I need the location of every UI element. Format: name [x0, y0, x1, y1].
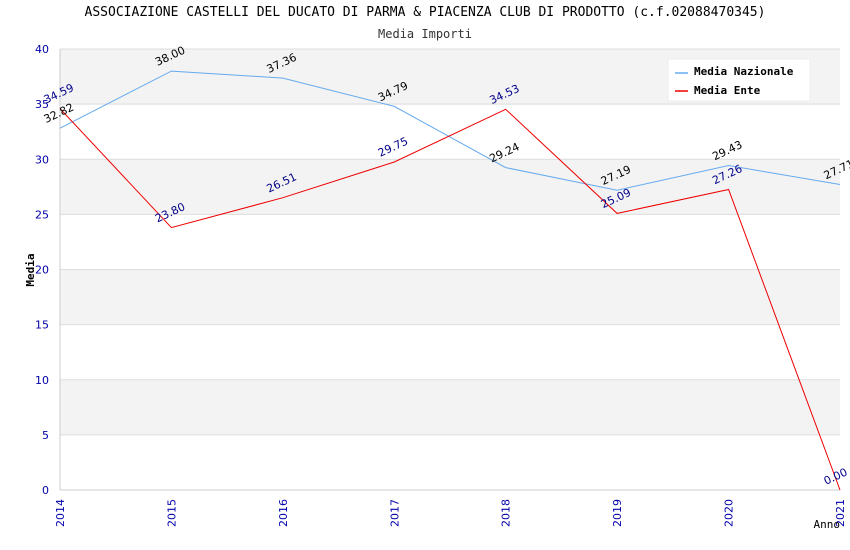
y-axis-label: Media — [24, 253, 37, 286]
x-tick-labels: 2014 2015 2016 2017 2018 2019 2020 2021 — [54, 499, 847, 527]
y-tick-label: 15 — [35, 319, 49, 332]
x-tick-label: 2016 — [277, 499, 290, 527]
series-line-media-ente — [59, 108, 841, 491]
x-tick-label: 2018 — [500, 499, 513, 527]
x-tick-label: 2017 — [388, 499, 401, 527]
y-tick-label: 30 — [35, 153, 49, 166]
y-tick-label: 10 — [35, 374, 49, 387]
grid-band — [60, 159, 840, 215]
chart-title: ASSOCIAZIONE CASTELLI DEL DUCATO DI PARM… — [84, 5, 766, 20]
grid-bands — [60, 49, 840, 490]
grid-band — [60, 269, 840, 325]
y-tick-label: 40 — [35, 43, 49, 56]
series-line-media-nazionale — [59, 70, 841, 191]
chart-subtitle: Media Importi — [378, 27, 472, 41]
y-tick-label: 35 — [35, 98, 49, 111]
y-tick-label: 5 — [42, 429, 49, 442]
grid-band — [60, 324, 840, 380]
grid-band — [60, 214, 840, 270]
x-tick-label: 2021 — [834, 499, 847, 527]
grid-band — [60, 379, 840, 435]
legend-label-media-nazionale: Media Nazionale — [694, 65, 794, 78]
legend: Media Nazionale Media Ente — [667, 58, 811, 102]
legend-label-media-ente: Media Ente — [694, 84, 761, 97]
x-tick-label: 2014 — [54, 499, 67, 527]
grid-lines — [60, 48, 840, 491]
y-tick-label: 25 — [35, 208, 49, 221]
grid-band — [60, 104, 840, 160]
grid-band — [60, 434, 840, 490]
x-tick-label: 2019 — [611, 499, 624, 527]
x-tick-label: 2020 — [723, 499, 736, 527]
legend-box — [667, 58, 811, 102]
y-tick-label: 0 — [42, 484, 49, 497]
x-tick-label: 2015 — [165, 499, 178, 527]
y-tick-label: 20 — [35, 264, 49, 277]
series-lines — [59, 70, 841, 491]
x-axis-label: Anno — [814, 518, 841, 531]
y-tick-labels: 0 5 10 15 20 25 30 35 40 — [35, 43, 49, 497]
